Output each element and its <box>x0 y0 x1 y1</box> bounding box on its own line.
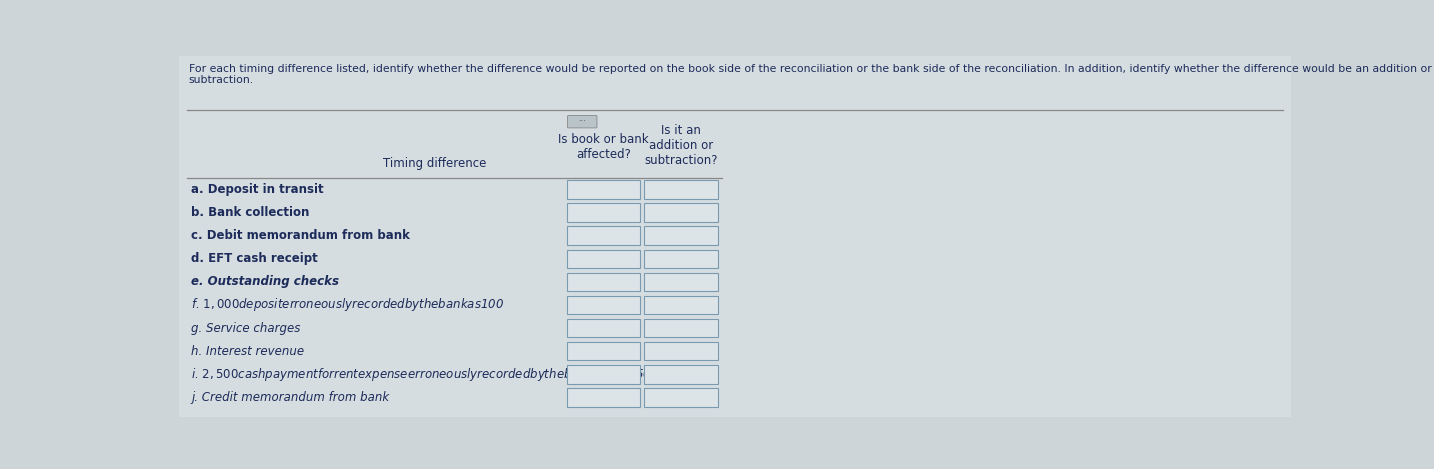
FancyBboxPatch shape <box>566 296 641 314</box>
FancyBboxPatch shape <box>644 227 718 245</box>
Text: b. Bank collection: b. Bank collection <box>191 206 310 219</box>
Text: g. Service charges: g. Service charges <box>191 322 300 334</box>
FancyBboxPatch shape <box>566 342 641 361</box>
Text: For each timing difference listed, identify whether the difference would be repo: For each timing difference listed, ident… <box>188 64 1431 74</box>
FancyBboxPatch shape <box>644 388 718 407</box>
FancyBboxPatch shape <box>566 250 641 268</box>
Text: e. Outstanding checks: e. Outstanding checks <box>191 275 338 288</box>
FancyBboxPatch shape <box>644 250 718 268</box>
FancyBboxPatch shape <box>568 115 597 128</box>
FancyBboxPatch shape <box>644 272 718 291</box>
FancyBboxPatch shape <box>566 388 641 407</box>
FancyBboxPatch shape <box>644 204 718 222</box>
Text: ···: ··· <box>578 117 587 126</box>
FancyBboxPatch shape <box>566 319 641 337</box>
Text: f. $1,000 deposit erroneously recorded by the bank as $100: f. $1,000 deposit erroneously recorded b… <box>191 296 503 313</box>
Text: h. Interest revenue: h. Interest revenue <box>191 345 304 358</box>
FancyBboxPatch shape <box>566 365 641 384</box>
Text: Is book or bank
affected?: Is book or bank affected? <box>558 133 648 161</box>
Text: d. EFT cash receipt: d. EFT cash receipt <box>191 252 317 265</box>
FancyBboxPatch shape <box>566 180 641 199</box>
FancyBboxPatch shape <box>644 319 718 337</box>
FancyBboxPatch shape <box>644 296 718 314</box>
FancyBboxPatch shape <box>644 180 718 199</box>
Text: Timing difference: Timing difference <box>383 157 486 170</box>
FancyBboxPatch shape <box>644 342 718 361</box>
Text: subtraction.: subtraction. <box>188 75 254 85</box>
Text: i. $2,500 cash payment for rent expense erroneously recorded by the business as : i. $2,500 cash payment for rent expense … <box>191 366 651 383</box>
Text: a. Deposit in transit: a. Deposit in transit <box>191 183 324 196</box>
FancyBboxPatch shape <box>644 365 718 384</box>
Text: j. Credit memorandum from bank: j. Credit memorandum from bank <box>191 391 389 404</box>
Text: c. Debit memorandum from bank: c. Debit memorandum from bank <box>191 229 410 242</box>
FancyBboxPatch shape <box>566 227 641 245</box>
FancyBboxPatch shape <box>566 272 641 291</box>
FancyBboxPatch shape <box>566 204 641 222</box>
Text: Is it an
addition or
subtraction?: Is it an addition or subtraction? <box>644 124 718 167</box>
